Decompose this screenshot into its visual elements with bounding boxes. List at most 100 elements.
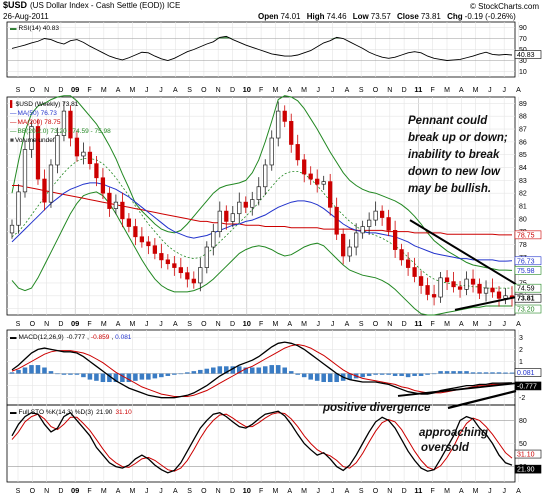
x-tick-label: N xyxy=(44,87,49,94)
x-tick-label: 11 xyxy=(414,319,422,328)
x-tick-label: M xyxy=(101,321,107,328)
x-tick-label: A xyxy=(116,488,121,495)
macd-histogram-bar xyxy=(22,367,28,374)
price-legend: ▌$USD (Weekly) 73.81 —MA(50) 76.73 —MA(2… xyxy=(10,100,111,144)
x-tick-label: 10 xyxy=(243,486,251,495)
macd-histogram-bar xyxy=(55,373,60,375)
price-candle xyxy=(68,110,73,139)
x-tick-label: S xyxy=(16,488,21,495)
x-tick-label: M xyxy=(444,488,450,495)
x-tick-label: A xyxy=(345,321,350,328)
macd-histogram-bar xyxy=(392,373,398,376)
macd-histogram-bar xyxy=(464,371,469,374)
price-tick-label: 80 xyxy=(519,216,527,223)
pennant-note-line-5: may be bullish. xyxy=(408,183,491,195)
x-tick-label: J xyxy=(145,488,149,495)
price-tick-label: 84 xyxy=(519,165,527,172)
price-badge xyxy=(514,293,542,303)
x-tick-label: 11 xyxy=(414,85,422,94)
x-tick-label: J xyxy=(331,87,335,94)
price-badge xyxy=(514,304,542,314)
sto-badge xyxy=(514,449,542,459)
x-tick-label: M xyxy=(129,87,135,94)
price-candle xyxy=(315,178,320,185)
macd-histogram-bar xyxy=(405,373,411,378)
macd-histogram-bar xyxy=(243,367,249,374)
macd-histogram-bar xyxy=(230,366,236,374)
x-tick-label: S xyxy=(187,87,192,94)
price-candle xyxy=(341,233,346,257)
x-tick-label: F xyxy=(259,87,263,94)
legend-price: ▌$USD (Weekly) 73.81 xyxy=(10,100,79,108)
x-tick-label: A xyxy=(116,321,121,328)
x-tick-label: O xyxy=(201,321,207,328)
macd-histogram-bar xyxy=(412,373,417,376)
price-candle xyxy=(412,267,417,277)
x-tick-label: J xyxy=(488,321,492,328)
header-title: $USD (US Dollar Index - Cash Settle (EOD)… xyxy=(3,0,180,10)
macd-histogram-bar xyxy=(211,367,216,374)
ma200-line xyxy=(12,185,512,236)
x-tick-label: N xyxy=(387,321,392,328)
price-badge xyxy=(514,256,542,266)
x-tick-label: A xyxy=(345,488,350,495)
x-tick-label: A xyxy=(287,488,292,495)
macd-tick-label: 1 xyxy=(519,359,523,366)
macd-histogram-bar xyxy=(288,371,294,374)
macd-line xyxy=(11,341,513,399)
x-tick-label: J xyxy=(331,321,335,328)
macd-histogram-bar xyxy=(503,372,508,374)
approaching-oversold-annotation: approaching oversold xyxy=(419,427,488,454)
price-candle xyxy=(464,278,469,290)
macd-histogram-bar xyxy=(204,368,210,374)
price-candle xyxy=(269,137,274,166)
price-candle xyxy=(276,110,281,139)
x-tick-label: F xyxy=(431,87,435,94)
price-layer xyxy=(9,95,517,316)
macd-histogram-bar xyxy=(301,373,307,378)
x-tick-label: N xyxy=(44,488,49,495)
rsi-layer xyxy=(11,35,513,61)
x-tick-label: N xyxy=(387,488,392,495)
price-candle xyxy=(22,149,28,193)
macd-histogram-bar xyxy=(438,371,443,374)
price-badge xyxy=(514,283,542,293)
price-candle xyxy=(379,210,385,218)
price-candle xyxy=(243,201,248,208)
macd-histogram-bar xyxy=(172,373,177,375)
price-candle xyxy=(113,201,119,209)
price-candle xyxy=(321,181,326,185)
macd-badge-text: -0.777 xyxy=(517,383,537,390)
macd-histogram-bar xyxy=(425,373,430,375)
x-tick-label: A xyxy=(173,488,178,495)
x-tick-label: J xyxy=(502,87,506,94)
macd-histogram-bar xyxy=(334,373,339,383)
x-tick-label: N xyxy=(216,321,221,328)
x-tick-label: A xyxy=(345,87,350,94)
x-tick-label: 11 xyxy=(414,486,422,495)
price-candle xyxy=(81,151,86,157)
price-candle xyxy=(146,241,151,247)
rsi-tick-label: 70 xyxy=(519,36,527,43)
x-tick-label: D xyxy=(58,321,63,328)
x-tick-label: N xyxy=(216,488,221,495)
axis-layer: S S S O O O N N N D D D 09 09 09 F F F M M M A A A M M M J J J J J J A A A S… xyxy=(16,25,527,495)
price-candle xyxy=(217,210,222,232)
price-candle xyxy=(308,173,313,180)
price-candle xyxy=(120,201,125,220)
price-candle xyxy=(490,287,495,293)
macd-histogram-bar xyxy=(496,372,502,374)
pennant-note-line-1: Pennant could xyxy=(408,115,488,127)
macd-histogram-bar xyxy=(373,373,378,375)
x-tick-label: M xyxy=(272,321,278,328)
price-candle xyxy=(392,230,398,250)
price-candle xyxy=(100,177,106,194)
price-candle xyxy=(451,281,456,288)
x-tick-label: A xyxy=(173,321,178,328)
macd-histogram-bar xyxy=(139,373,145,380)
price-candle xyxy=(405,259,411,268)
x-tick-label: M xyxy=(301,87,307,94)
x-tick-label: M xyxy=(101,87,107,94)
x-tick-label: D xyxy=(230,87,235,94)
